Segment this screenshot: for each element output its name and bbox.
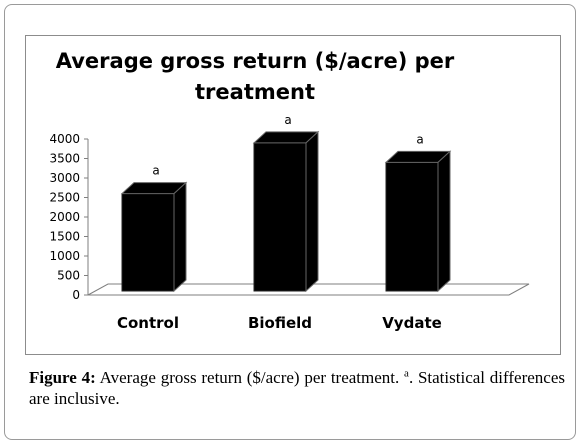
x-tick-label: Biofield xyxy=(248,314,312,332)
bar-control xyxy=(121,193,175,292)
bar-annotation: a xyxy=(416,132,423,146)
y-tick-label: 500 xyxy=(57,269,80,283)
bar-side-vydate xyxy=(437,150,451,293)
x-tick-label: Control xyxy=(117,314,179,332)
y-tick-label: 0 xyxy=(72,288,80,302)
bar-side-control xyxy=(173,181,187,293)
caption-label: Figure 4: xyxy=(29,368,96,387)
chart-area: 0 500 1000 1500 2000 2500 3000 3500 4000 a Control… xyxy=(25,35,561,355)
figure-frame: 0 500 1000 1500 2000 2500 3000 3500 4000 a Control… xyxy=(4,4,576,440)
y-tick-label: 1500 xyxy=(49,230,80,244)
caption-text-before: Average gross return ($/acre) per treatm… xyxy=(95,368,405,387)
bar-biofield xyxy=(253,142,307,292)
x-tick-label: Vydate xyxy=(382,314,442,332)
y-tick-label: 3500 xyxy=(49,152,80,166)
y-tick-label: 2500 xyxy=(49,191,80,205)
bar-chart: 0 500 1000 1500 2000 2500 3000 3500 4000 a Control… xyxy=(49,113,530,332)
chart-title: Average gross return ($/acre) per treatm… xyxy=(55,49,455,104)
bar-annotation: a xyxy=(152,164,159,178)
y-tick-label: 2000 xyxy=(49,210,80,224)
y-tick-label: 1000 xyxy=(49,249,80,263)
bar-vydate xyxy=(385,161,439,292)
bar-side-biofield xyxy=(305,130,319,293)
y-tick-label: 4000 xyxy=(49,132,80,146)
figure-caption: Figure 4: Average gross return ($/acre) … xyxy=(29,367,565,409)
caption-superscript: a xyxy=(404,367,409,380)
caption-text-after: . Statistical differences are inclusive. xyxy=(29,368,565,408)
bar-annotation: a xyxy=(284,113,291,127)
y-tick-label: 3000 xyxy=(49,171,80,185)
